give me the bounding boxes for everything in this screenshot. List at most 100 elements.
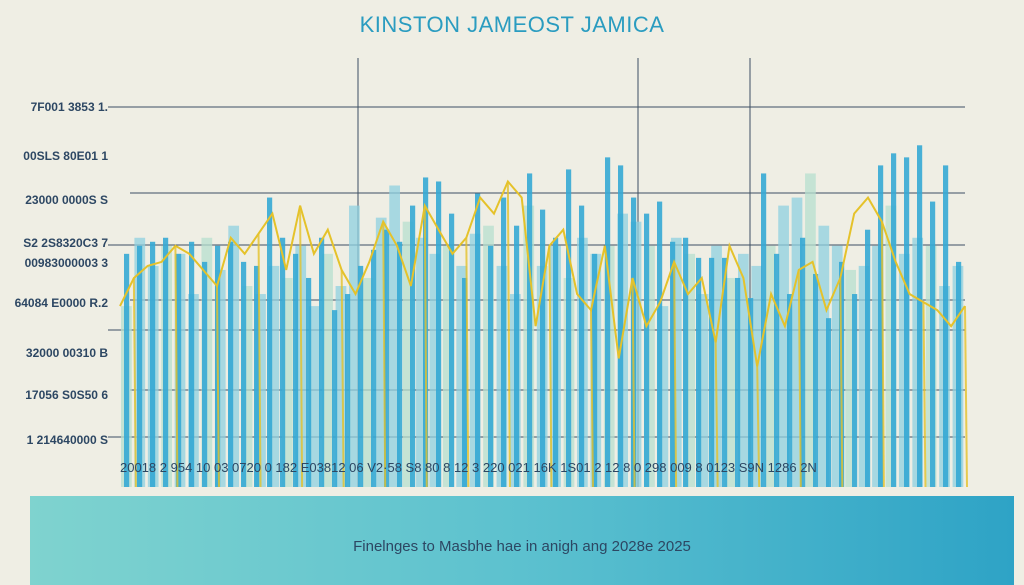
bar [306,277,312,487]
bar [858,265,870,487]
bar [349,205,360,487]
bar [778,205,789,487]
bar [826,318,832,487]
bar [791,197,803,487]
bar [189,241,195,487]
y-tick-label: 32000 00310 B [25,346,108,360]
bar [813,273,819,487]
bar [540,209,546,487]
bar [228,241,234,487]
x-tick-labels: 20018 2 954 10 03 0720 0 182 E03812 06 V… [120,460,817,475]
bar [644,245,655,487]
bar [202,261,208,487]
bar [774,253,780,487]
bar [818,225,830,487]
bar [891,153,897,487]
bar [605,157,611,488]
bar [878,165,884,487]
bar [214,269,226,487]
bar [764,245,776,487]
line-stroke [465,237,470,488]
bar [885,205,897,487]
line-series [119,179,966,367]
bar [429,253,441,487]
line-stroke [174,245,179,488]
bar [697,294,709,487]
line-stroke [382,221,387,488]
bar [831,245,843,487]
bar [241,286,253,487]
bar [456,265,468,487]
bar [268,265,280,487]
bar [475,193,481,488]
bar [228,225,240,487]
bar [579,205,585,487]
bar [956,261,962,487]
bar [150,241,156,487]
y-tick-label: S2 2S8320C3 7 [23,236,108,250]
y-tick-label: 64084 E0000 R.2 [14,296,108,310]
footer-banner: Finelnges to Masbhe hae in anigh ang 202… [30,496,1014,585]
line-stroke [839,277,844,488]
y-tick-label: 00983000003 3 [24,256,108,270]
line-stroke [631,277,636,488]
bar [709,257,715,487]
bar [488,245,494,487]
bar [852,294,858,487]
bar [930,201,936,487]
bar [805,173,816,487]
bar [389,185,400,487]
line-stroke [714,342,719,488]
bar [735,277,741,487]
bar [416,237,427,487]
bar [319,237,325,487]
bar [176,253,182,487]
line-stroke [506,181,511,488]
bar [644,213,650,487]
bar [267,197,273,487]
bar [254,265,260,487]
bar [384,229,390,487]
bar [657,201,663,487]
bar [553,237,559,487]
bar [737,253,749,487]
bar [566,169,572,488]
bar [722,257,728,487]
line-stroke [215,285,220,488]
bar [845,269,857,487]
y-tick-label: 7F001 3853 1. [30,100,108,114]
bar [332,310,338,487]
bar [683,237,689,487]
bar [943,165,949,487]
chart-title: KINSTON JAMEOST JAMICA [359,12,665,37]
bar [124,253,130,487]
bar [462,277,468,487]
bar [872,245,883,487]
bar [748,298,754,487]
footer-text: Finelnges to Masbhe hae in anigh ang 202… [353,538,691,555]
bar [800,237,806,487]
bar [670,237,682,487]
y-tick-label: 17056 S0S50 6 [25,388,108,402]
bar [308,306,320,487]
y-tick-label: 00SLS 80E01 1 [23,149,108,163]
bar [322,253,333,487]
bar [137,245,143,487]
line-stroke [880,221,885,488]
bar [163,237,169,487]
bar [787,294,793,487]
y-tick-label: 1 214640000 S [26,433,108,447]
line-stroke [132,277,137,488]
bar [293,253,299,487]
bar [592,253,598,487]
bar [358,265,364,487]
y-tick-label: 23000 0000S S [25,193,108,207]
bar [375,217,387,487]
bar [670,241,676,487]
line-stroke [797,269,802,488]
bar [402,221,414,487]
bar [917,145,923,488]
bar [724,277,736,487]
line-stroke [756,366,761,488]
